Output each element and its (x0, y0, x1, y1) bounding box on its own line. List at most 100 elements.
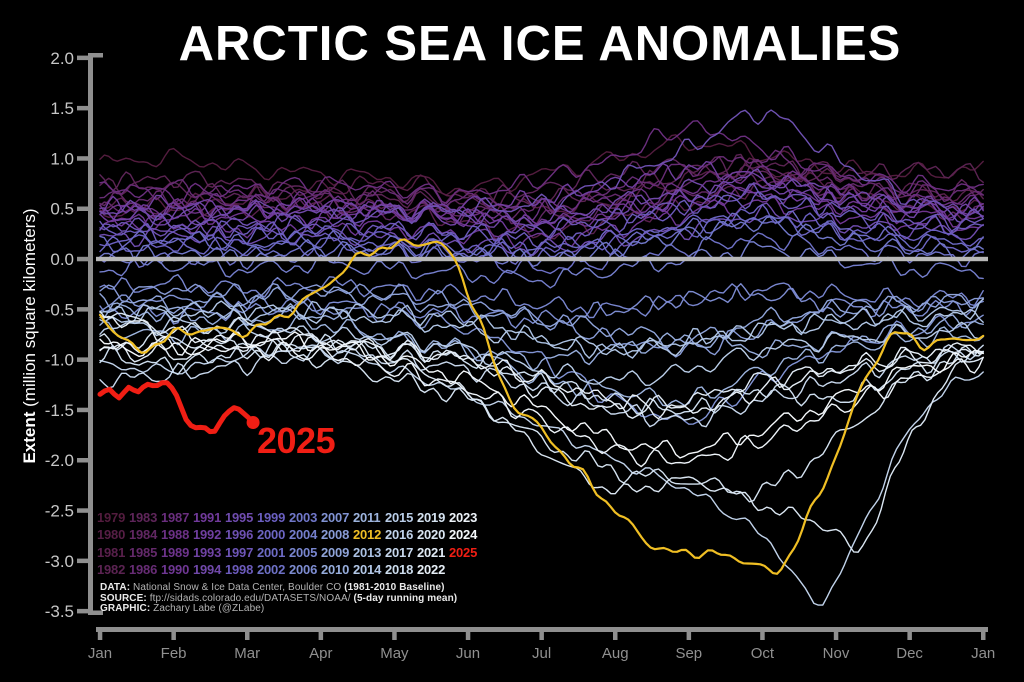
series-line-2005 (99, 274, 984, 319)
legend-year-1988: 1988 (161, 527, 190, 543)
y-tick-label: 0.5 (50, 200, 74, 219)
series-line-2007 (99, 292, 984, 425)
legend-year-1989: 1989 (161, 544, 190, 560)
legend-year-1980: 1980 (97, 527, 126, 543)
legend-year-1984: 1984 (129, 527, 158, 543)
month-label: Jul (532, 645, 551, 662)
legend-year-2020: 2020 (417, 527, 446, 543)
legend-year-1996: 1996 (225, 527, 254, 543)
month-label: Jan (88, 645, 112, 662)
legend-year-2009: 2009 (321, 544, 350, 560)
credit-label: SOURCE: (100, 592, 147, 604)
series-line-2019 (99, 332, 984, 503)
x-tick (686, 627, 692, 640)
series-line-2022 (99, 314, 984, 420)
x-tick (392, 627, 397, 640)
y-axis-title-units: (million square kilometers) (20, 208, 39, 412)
legend-year-2021: 2021 (417, 544, 446, 560)
y-tick-label: -1.5 (45, 401, 74, 420)
month-label: Feb (161, 645, 187, 662)
series-line-1996 (99, 109, 984, 237)
legend-year-2023: 2023 (449, 510, 478, 525)
x-tick (833, 627, 839, 640)
series-line-2018 (99, 333, 984, 415)
legend-year-2003: 2003 (289, 510, 318, 525)
month-label: Jun (456, 645, 480, 662)
series-line-1987 (99, 120, 984, 205)
credit-line-1: SOURCE: ftp://sidads.colorado.edu/DATASE… (100, 592, 457, 605)
zero-baseline (96, 256, 988, 262)
legend-year-2008: 2008 (321, 527, 350, 543)
y-axis-spine (88, 53, 93, 615)
month-label: Nov (823, 645, 850, 662)
legend-year-1986: 1986 (129, 561, 158, 577)
y-axis-top-cap (93, 53, 103, 58)
legend-year-2004: 2004 (289, 527, 318, 543)
month-label: Mar (234, 645, 260, 662)
month-label: May (380, 645, 409, 662)
legend-year-2025: 2025 (449, 544, 478, 560)
series-line-2015 (99, 316, 984, 386)
credit-text: Zachary Labe (@ZLabe) (150, 603, 265, 615)
legend-year-1993: 1993 (193, 544, 222, 560)
legend-year-1991: 1991 (193, 510, 222, 525)
legend-year-2007: 2007 (321, 510, 350, 525)
credit-label: GRAPHIC: (100, 603, 151, 615)
legend-year-2024: 2024 (449, 527, 478, 543)
y-tick (77, 55, 88, 61)
credit-label: DATA: (100, 582, 131, 593)
series-line-2000 (99, 215, 984, 262)
legend-year-2010: 2010 (321, 561, 350, 577)
series-line-1989 (99, 186, 984, 233)
month-label: Sep (675, 645, 702, 662)
y-tick-label: -3.0 (45, 552, 74, 571)
series-line-2012 (98, 238, 985, 575)
y-tick (77, 156, 88, 161)
series-line-1986 (99, 149, 984, 215)
credits-block: DATA: National Snow & Ice Data Center, B… (100, 582, 457, 615)
legend-year-1985: 1985 (129, 544, 158, 560)
legend-year-1981: 1981 (97, 544, 126, 560)
legend-year-1987: 1987 (161, 510, 190, 525)
legend-year-2011: 2011 (353, 510, 381, 525)
series-line-2002 (99, 232, 984, 275)
x-tick (981, 627, 986, 640)
credit-suffix: (1981-2010 Baseline) (344, 582, 445, 593)
y-tick (77, 608, 88, 614)
y-tick-label: -0.5 (45, 300, 74, 319)
y-tick-label: -1.0 (45, 351, 74, 370)
y-tick (77, 357, 88, 362)
y-tick (77, 105, 88, 111)
month-label: Oct (751, 645, 775, 662)
series-line-1997 (99, 183, 984, 242)
series-line-1988 (99, 165, 984, 221)
credit-line-2: GRAPHIC: Zachary Labe (@ZLabe) (100, 603, 457, 615)
legend-year-2001: 2001 (257, 544, 286, 560)
series-line-1998 (99, 190, 984, 248)
legend-year-1982: 1982 (97, 561, 126, 577)
legend-year-1997: 1997 (225, 544, 254, 560)
legend-year-2014: 2014 (353, 561, 382, 577)
y-tick (77, 558, 88, 564)
series-line-2025 (97, 380, 256, 435)
series-line-2004 (99, 241, 984, 289)
series-line-2020 (99, 310, 984, 553)
x-tick (245, 627, 250, 640)
y-axis-bottom-cap (93, 610, 103, 615)
chart-title: ARCTIC SEA ICE ANOMALIES (178, 17, 902, 71)
legend-year-2012: 2012 (353, 527, 382, 543)
series-line-2024 (99, 331, 984, 459)
legend-year-1979: 1979 (97, 510, 126, 525)
x-tick (97, 627, 103, 640)
legend-year-2006: 2006 (289, 561, 318, 577)
legend-year-2016: 2016 (385, 527, 414, 543)
legend-year-1998: 1998 (225, 561, 254, 577)
month-label: Aug (602, 645, 629, 662)
y-axis-title: Extent (million square kilometers) (20, 116, 40, 556)
y-tick-label: 1.5 (50, 99, 74, 118)
series-line-1992 (99, 161, 984, 220)
series-line-2017 (99, 344, 984, 428)
y-tick-label: -2.0 (45, 451, 74, 470)
y-tick-label: 2.0 (50, 49, 74, 68)
